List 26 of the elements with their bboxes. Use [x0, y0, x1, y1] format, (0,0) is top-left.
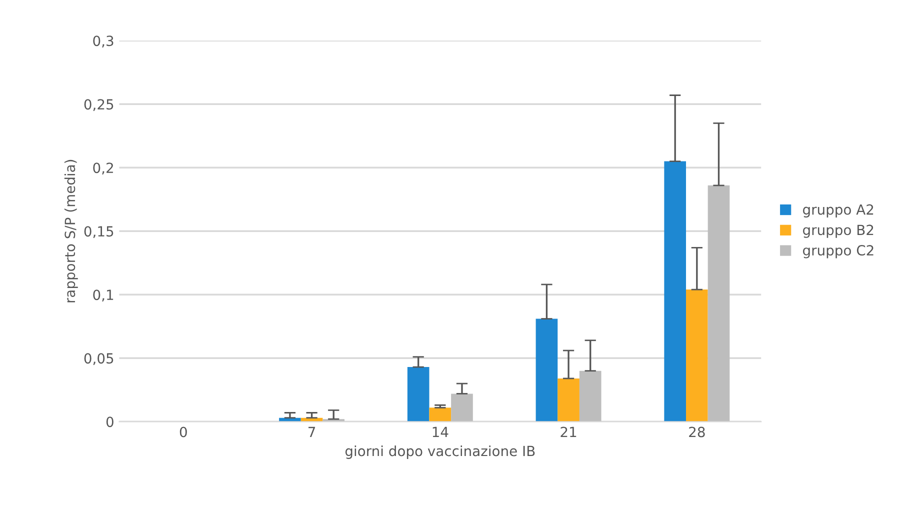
- x-tick-label: 0: [180, 426, 187, 438]
- legend-label: gruppo C2: [803, 245, 874, 258]
- y-tick-label: 0,05: [84, 353, 114, 366]
- bar: [708, 185, 730, 422]
- bar: [407, 367, 430, 422]
- y-tick-label: 0,2: [93, 162, 113, 175]
- x-tick-label: 7: [308, 426, 316, 438]
- bar: [579, 370, 602, 422]
- bar: [664, 161, 686, 422]
- x-axis-title: giorni dopo vaccinazione IB: [345, 446, 535, 459]
- y-tick-label: 0,25: [84, 99, 114, 112]
- x-tick-label: 14: [432, 426, 448, 438]
- legend-label: gruppo B2: [803, 224, 874, 238]
- legend-label: gruppo A2: [803, 204, 874, 218]
- bar: [536, 318, 558, 422]
- bar: [558, 378, 580, 422]
- x-tick-label: 28: [689, 426, 705, 438]
- bar: [429, 408, 452, 422]
- y-tick-label: 0: [106, 416, 114, 428]
- bar: [451, 394, 473, 422]
- y-tick-label: 0,15: [84, 226, 114, 238]
- x-tick-label: 21: [560, 426, 576, 438]
- y-axis-title: rapporto S/P (media): [64, 160, 78, 302]
- y-tick-label: 0,3: [93, 36, 114, 48]
- bar: [686, 290, 708, 422]
- y-tick-label: 0,1: [93, 290, 114, 302]
